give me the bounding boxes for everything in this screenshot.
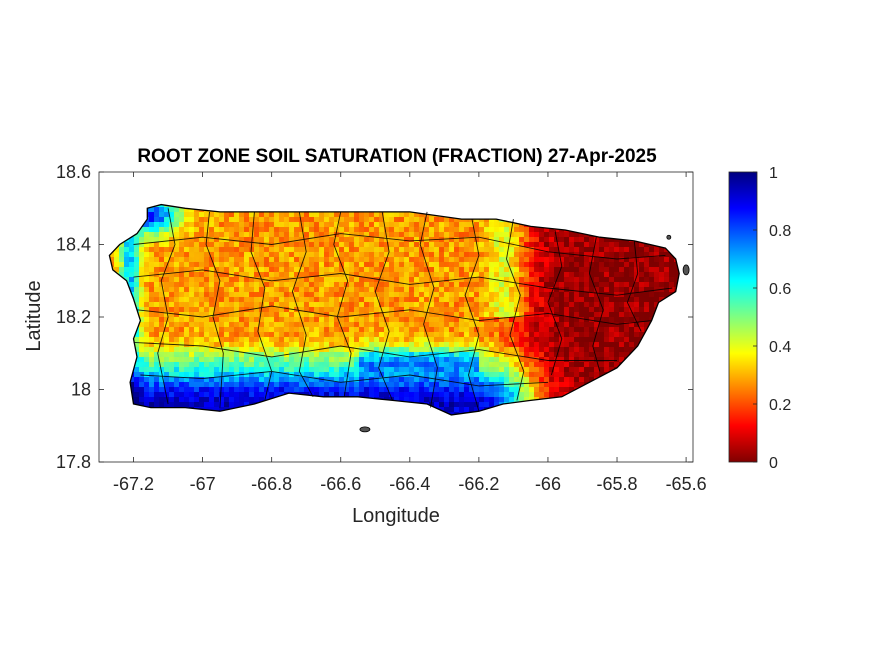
figure: -67.2 -67 -66.8 -66.6 -66.4 -66.2 -66 -65.8 -65.…: [23, 146, 791, 527]
